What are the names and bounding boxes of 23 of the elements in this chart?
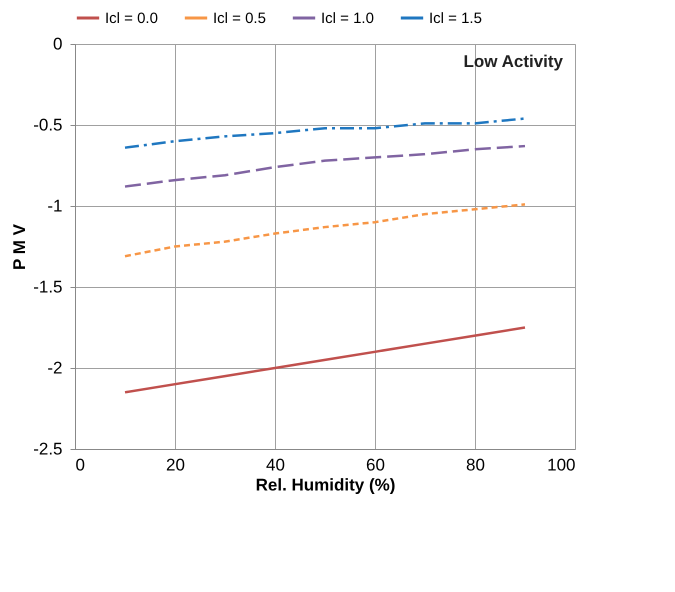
legend-label: Icl = 0.0	[105, 10, 158, 27]
y-tick-label: 0	[53, 34, 62, 54]
y-tick-label: -0.5	[33, 116, 62, 134]
y-tick-label: -1.5	[33, 278, 62, 296]
x-tick-label: 0	[76, 456, 85, 474]
y-tick-label: -1	[47, 196, 62, 216]
x-tick-label: 100	[547, 456, 576, 474]
legend-label: Icl = 0.5	[213, 10, 266, 27]
line-series	[124, 144, 526, 188]
x-tick-label: 80	[466, 456, 485, 474]
x-axis-title: Rel. Humidity (%)	[256, 476, 396, 494]
line-series	[124, 117, 526, 149]
legend-label: Icl = 1.5	[429, 10, 482, 27]
legend-label: Icl = 1.0	[321, 10, 374, 27]
line-series	[124, 326, 526, 394]
line-series	[124, 203, 526, 258]
y-tick-label: -2.5	[33, 440, 62, 458]
y-tick-label: -2	[47, 358, 62, 378]
y-axis-title: P M V	[10, 223, 30, 270]
x-tick-label: 40	[266, 456, 285, 474]
annotation: Low Activity	[464, 52, 564, 71]
x-tick-label: 20	[166, 456, 185, 474]
x-tick-label: 60	[366, 456, 385, 474]
